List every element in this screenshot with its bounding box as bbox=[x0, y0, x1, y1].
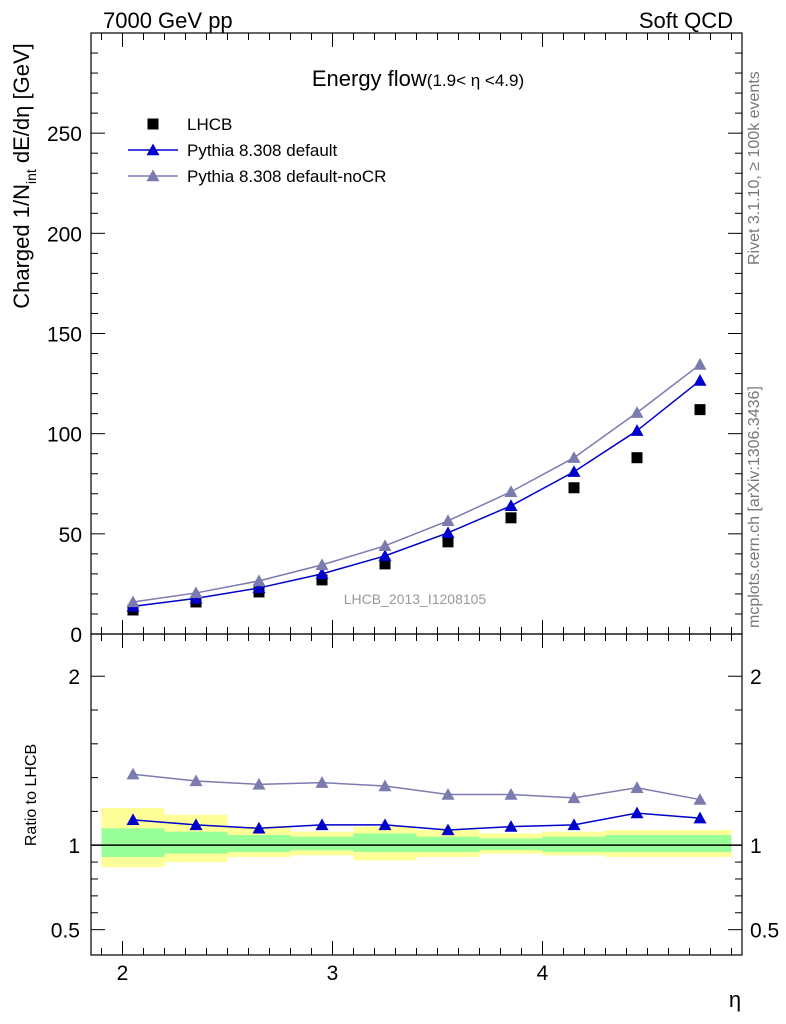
legend-marker bbox=[146, 169, 160, 182]
data-point bbox=[504, 485, 518, 497]
green-band-bin bbox=[290, 836, 354, 851]
ratio-series-1 bbox=[126, 806, 707, 836]
legend-label: LHCB bbox=[187, 115, 232, 134]
data-point bbox=[504, 499, 518, 511]
ratio-point bbox=[693, 793, 707, 805]
ratio-point bbox=[315, 818, 329, 831]
ratio-point bbox=[252, 821, 266, 834]
green-band-bin bbox=[353, 833, 417, 852]
data-point bbox=[126, 595, 140, 608]
ratio-point bbox=[630, 806, 644, 819]
x-tick-label: 3 bbox=[327, 962, 339, 985]
data-point bbox=[441, 514, 455, 527]
legend-marker bbox=[147, 118, 159, 130]
x-ticks bbox=[101, 33, 732, 955]
ratio-point bbox=[378, 779, 392, 792]
ratio-y-tick-label: 0.5 bbox=[51, 920, 80, 943]
data-point bbox=[567, 451, 581, 463]
y-tick-label: 200 bbox=[47, 223, 82, 246]
green-band-bin bbox=[164, 831, 228, 854]
legend-label: Pythia 8.308 default bbox=[187, 141, 338, 160]
header-process-label: Soft QCD bbox=[638, 8, 733, 33]
x-tick-label: 2 bbox=[117, 962, 129, 985]
data-point bbox=[315, 567, 329, 580]
data-point bbox=[567, 465, 581, 477]
data-point bbox=[694, 404, 706, 416]
ratio-point bbox=[567, 818, 581, 831]
green-band-bin bbox=[605, 835, 669, 852]
ratio-series-2 bbox=[126, 767, 707, 805]
data-point bbox=[442, 536, 454, 548]
ratio-point bbox=[126, 767, 140, 780]
ratio-line bbox=[132, 773, 701, 801]
ratio-y-tick-label-right: 0.5 bbox=[750, 920, 779, 943]
green-band-bin bbox=[668, 835, 732, 852]
legend-label: Pythia 8.308 default-noCR bbox=[187, 167, 386, 186]
data-point bbox=[189, 586, 203, 599]
y-tick-label: 100 bbox=[47, 424, 82, 447]
series-0 bbox=[127, 404, 706, 616]
series-line bbox=[132, 363, 701, 603]
ratio-y-tick-label-right: 1 bbox=[750, 835, 762, 858]
ratio-point bbox=[504, 788, 518, 800]
data-point bbox=[378, 539, 392, 552]
ratio-y-tick-label: 1 bbox=[68, 835, 80, 858]
data-point bbox=[252, 574, 266, 587]
ratio-plot-frame bbox=[90, 633, 743, 956]
x-axis-label: η bbox=[729, 987, 741, 1012]
y-tick-label: 50 bbox=[59, 524, 82, 547]
ratio-point bbox=[189, 774, 203, 787]
y-tick-label: 0 bbox=[70, 624, 82, 647]
ratio-point bbox=[315, 776, 329, 788]
series-1 bbox=[126, 374, 707, 612]
y-tick-label: 250 bbox=[47, 123, 82, 146]
legend: LHCB Pythia 8.308 default Pythia 8.308 def… bbox=[128, 115, 386, 186]
ratio-y-tick-label: 2 bbox=[68, 666, 80, 689]
series-2 bbox=[126, 358, 707, 608]
data-point bbox=[693, 374, 707, 386]
y-axis-label: Charged 1/Nint dE/dη [GeV] bbox=[9, 43, 39, 309]
green-band-bin bbox=[101, 828, 165, 858]
series-line bbox=[132, 379, 701, 608]
data-point bbox=[505, 512, 517, 524]
legend-marker bbox=[146, 143, 160, 156]
data-point bbox=[315, 558, 329, 571]
green-band-bin bbox=[227, 835, 291, 852]
y-tick-label: 150 bbox=[47, 324, 82, 347]
ratio-y-axis-label: Ratio to LHCB bbox=[23, 744, 40, 846]
ratio-point bbox=[630, 781, 644, 793]
ratio-point bbox=[441, 823, 455, 836]
analysis-label: LHCB_2013_I1208105 bbox=[344, 591, 487, 607]
chart-title: Energy flow(1.9< η <4.9) bbox=[312, 66, 524, 91]
data-point bbox=[630, 406, 644, 418]
data-point bbox=[693, 358, 707, 370]
x-tick-label: 4 bbox=[537, 962, 549, 985]
ratio-point bbox=[189, 818, 203, 831]
data-point bbox=[441, 526, 455, 539]
green-band-bin bbox=[479, 838, 543, 851]
ratio-y-ticks bbox=[91, 675, 742, 931]
ratio-point bbox=[126, 813, 140, 826]
y-ticks bbox=[91, 32, 742, 635]
data-point bbox=[630, 424, 644, 436]
green-band-bin bbox=[416, 836, 480, 852]
header-energy-label: 7000 GeV pp bbox=[103, 8, 233, 33]
data-point bbox=[252, 581, 266, 594]
ratio-point bbox=[441, 788, 455, 800]
data-point bbox=[379, 558, 391, 570]
ratio-point bbox=[693, 811, 707, 824]
data-point bbox=[631, 452, 643, 464]
green-band-bin bbox=[542, 836, 606, 852]
data-point bbox=[316, 574, 328, 586]
ratio-point bbox=[504, 820, 518, 832]
uncertainty-bands bbox=[101, 808, 732, 868]
ratio-point bbox=[378, 818, 392, 831]
ratio-point bbox=[252, 777, 266, 790]
ratio-line bbox=[132, 812, 701, 831]
ratio-point bbox=[567, 791, 581, 804]
ratio-y-tick-label-right: 2 bbox=[750, 666, 762, 689]
data-point bbox=[378, 549, 392, 562]
data-point bbox=[568, 482, 580, 494]
